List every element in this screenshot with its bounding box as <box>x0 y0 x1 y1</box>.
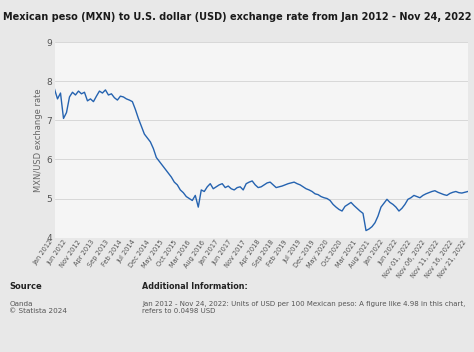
Text: Source: Source <box>9 282 42 291</box>
Text: Jan 2012 - Nov 24, 2022: Units of USD per 100 Mexican peso: A figure like 4.98 i: Jan 2012 - Nov 24, 2022: Units of USD pe… <box>142 301 468 314</box>
Y-axis label: MXN/USD exchange rate: MXN/USD exchange rate <box>34 88 43 192</box>
Text: Oanda
© Statista 2024: Oanda © Statista 2024 <box>9 301 67 314</box>
Text: Mexican peso (MXN) to U.S. dollar (USD) exchange rate from Jan 2012 - Nov 24, 20: Mexican peso (MXN) to U.S. dollar (USD) … <box>3 12 471 22</box>
Text: Additional Information:: Additional Information: <box>142 282 248 291</box>
